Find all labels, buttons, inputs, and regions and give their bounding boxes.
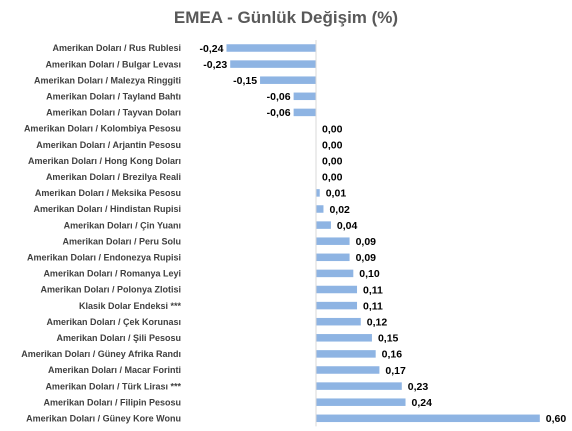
bar [316, 334, 372, 342]
category-label: Amerikan Doları / Şili Pesosu [56, 333, 181, 343]
category-label: Amerikan Doları / Peru Solu [62, 236, 181, 246]
bar [316, 398, 406, 406]
value-label: 0,00 [322, 156, 343, 168]
bar [316, 237, 350, 245]
value-label: 0,23 [408, 381, 429, 393]
category-label: Amerikan Doları / Macar Forinti [48, 365, 181, 375]
category-label: Klasik Dolar Endeksi *** [79, 301, 182, 311]
category-label: Amerikan Doları / Hong Kong Doları [28, 156, 181, 166]
value-label: 0,11 [363, 300, 383, 312]
value-label: 0,02 [329, 204, 350, 216]
bar [316, 382, 402, 390]
category-label: Amerikan Doları / Güney Kore Wonu [26, 414, 181, 424]
value-label: 0,24 [412, 397, 433, 409]
category-label: Amerikan Doları / Arjantin Pesosu [36, 140, 181, 150]
value-label: 0,04 [337, 220, 358, 232]
value-label: -0,15 [233, 75, 257, 87]
bars [226, 44, 540, 423]
category-labels: Amerikan Doları / Rus Rublesi Amerikan Do… [21, 43, 181, 423]
bar [316, 253, 350, 262]
bar [293, 108, 316, 117]
value-label: 0,09 [356, 252, 377, 264]
bar [226, 44, 316, 52]
category-label: Amerikan Doları / Türk Lirası *** [45, 381, 181, 391]
bar [316, 366, 380, 374]
bar [293, 92, 316, 101]
category-label: Amerikan Doları / Kolombiya Pesosu [24, 124, 181, 134]
chart-title: EMEA - Günlük Değişim (%) [174, 8, 398, 27]
value-label: 0,16 [382, 349, 403, 361]
value-labels: -0,24 -0,23 -0,15 -0,06 -0,06 0,00 0,00 0,00 0,0… [200, 43, 567, 425]
value-label: -0,06 [267, 107, 291, 119]
value-label: 0,00 [322, 139, 343, 151]
category-label: Amerikan Doları / Malezya Ringgiti [34, 75, 181, 85]
category-label: Amerikan Doları / Filipin Pesosu [43, 397, 181, 407]
value-label: -0,06 [267, 91, 291, 103]
bar [316, 221, 331, 229]
value-label: 0,09 [356, 236, 377, 248]
category-label: Amerikan Doları / Çin Yuanı [64, 220, 181, 230]
category-label: Amerikan Doları / Romanya Leyi [43, 269, 181, 279]
value-label: 0,01 [326, 188, 347, 200]
category-label: Amerikan Doları / Tayvan Doları [46, 108, 181, 118]
category-label: Amerikan Doları / Brezilya Reali [46, 172, 181, 182]
category-label: Amerikan Doları / Endonezya Rupisi [27, 253, 181, 263]
value-label: -0,23 [203, 59, 227, 71]
bar [316, 269, 354, 278]
category-label: Amerikan Doları / Hindistan Rupisi [33, 204, 181, 214]
bar [260, 76, 316, 84]
value-label: -0,24 [200, 43, 224, 55]
category-label: Amerikan Doları / Tayland Bahtı [46, 92, 181, 102]
value-label: 0,11 [363, 284, 383, 296]
value-label: 0,10 [359, 268, 380, 280]
category-label: Amerikan Doları / Meksika Pesosu [35, 188, 181, 198]
category-label: Amerikan Doları / Bulgar Levası [45, 59, 181, 69]
value-label: 0,00 [322, 172, 343, 184]
value-label: 0,15 [378, 333, 399, 345]
category-label: Amerikan Doları / Rus Rublesi [52, 43, 181, 53]
bar [316, 301, 358, 310]
value-label: 0,60 [546, 413, 567, 425]
category-label: Amerikan Doları / Güney Afrika Randı [21, 349, 181, 359]
category-label: Amerikan Doları / Polonya Zlotisi [40, 285, 181, 295]
bar [316, 205, 324, 213]
value-label: 0,12 [367, 317, 388, 329]
bar [316, 414, 540, 423]
value-label: 0,17 [385, 365, 406, 377]
bar [316, 189, 320, 197]
value-label: 0,00 [322, 123, 343, 135]
bar [316, 285, 358, 294]
category-label: Amerikan Doları / Çek Korunası [46, 317, 181, 327]
bar [316, 350, 376, 358]
bar [316, 317, 361, 326]
bar [230, 60, 316, 68]
